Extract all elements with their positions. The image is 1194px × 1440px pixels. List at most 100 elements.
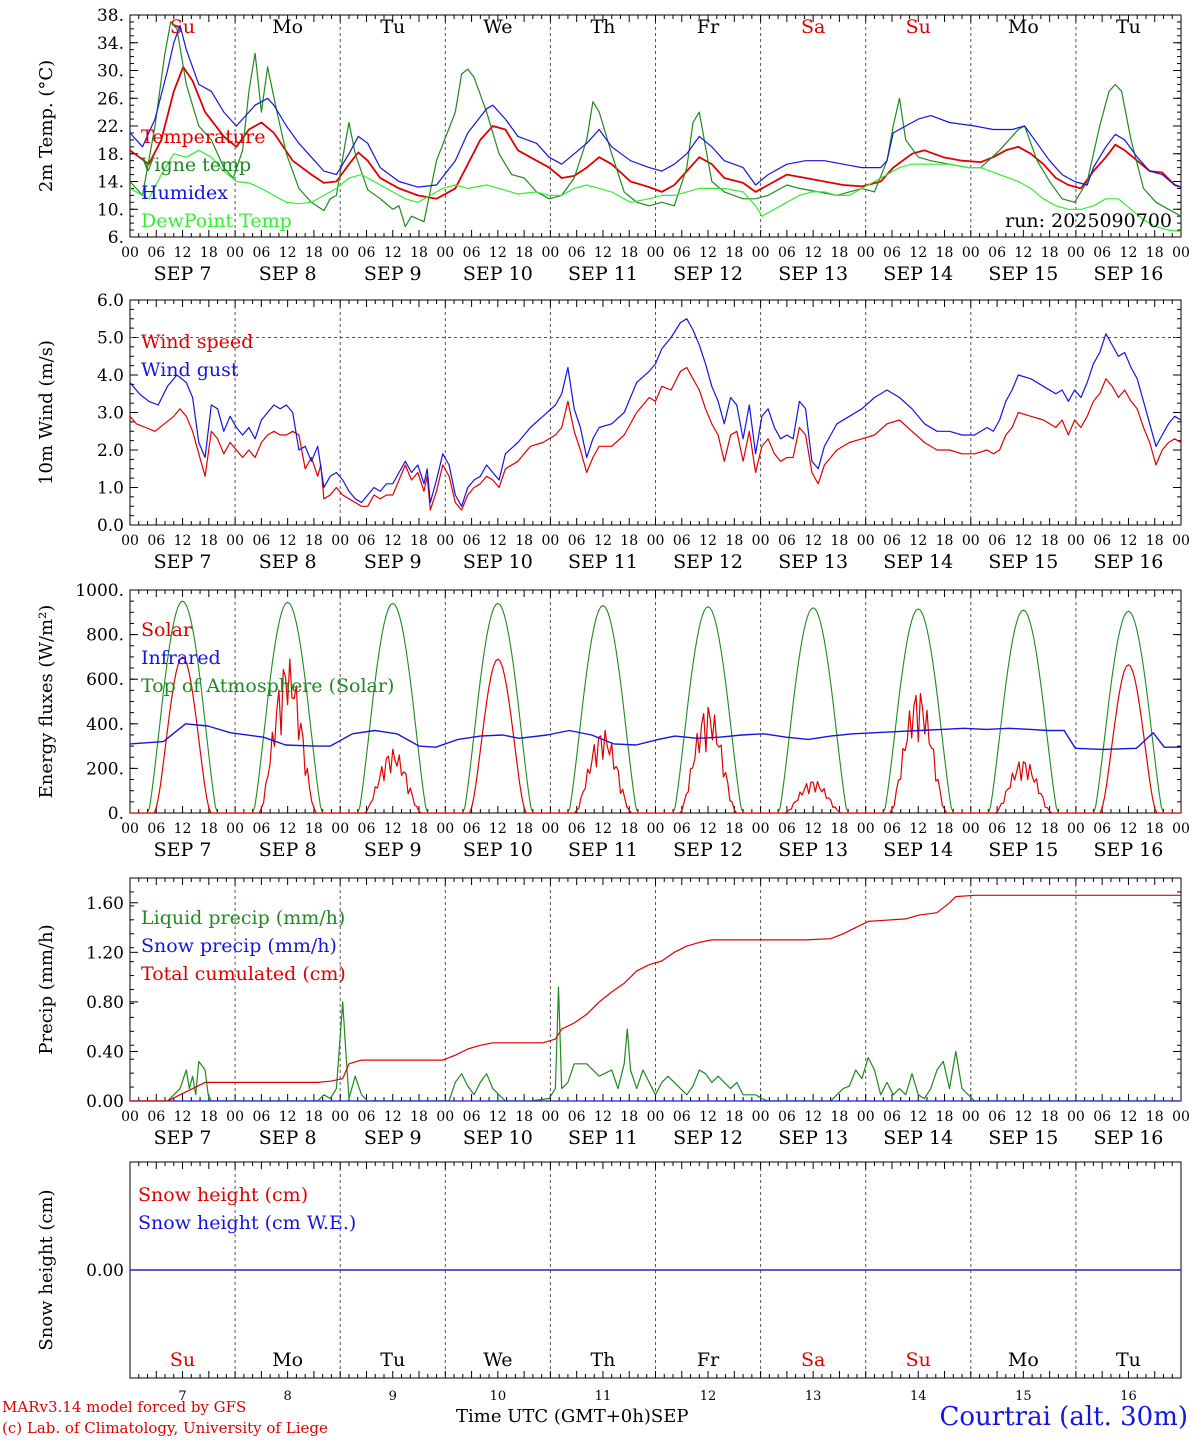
hour-label: 00 [121,533,139,549]
hour-label: 00 [857,1109,875,1125]
location-label: Courtrai (alt. 30m) [939,1402,1189,1432]
y-tick-label: 200. [86,759,124,779]
hour-label: 12 [699,821,717,837]
series-liquid-precip-mm-h- [130,986,1181,1101]
solar-line [970,761,1076,813]
infrared-line [130,723,1181,751]
hour-label: 12 [909,821,927,837]
hour-label: 00 [121,821,139,837]
date-label: SEP 10 [463,263,533,285]
series-humidex [130,24,1181,188]
weekday-label: Su [170,1349,195,1371]
hour-label: 06 [252,533,270,549]
legend-entry: Snow precip (mm/h) [141,935,337,957]
date-label: SEP 7 [154,839,212,861]
date-label: SEP 12 [673,1127,743,1149]
y-tick-label: 3.0 [97,404,124,424]
date-label: SEP 16 [1094,551,1164,573]
hour-label: 00 [436,245,454,261]
hour-label: 12 [804,1109,822,1125]
hour-label: 00 [226,245,244,261]
hour-label: 18 [1041,821,1059,837]
hour-label: 00 [1172,245,1190,261]
hour-label: 18 [831,1109,849,1125]
hour-label: 06 [988,533,1006,549]
hour-label: 18 [725,245,743,261]
hour-label: 00 [541,1109,559,1125]
hour-label: 12 [1014,821,1032,837]
hour-label: 18 [620,821,638,837]
hour-label: 06 [1093,533,1111,549]
series-group [130,894,1181,1101]
date-label: SEP 14 [883,839,953,861]
weekday-label: Th [590,1349,615,1371]
hour-label: 12 [804,821,822,837]
date-label: SEP 10 [463,551,533,573]
day-number-label: 16 [1120,1389,1137,1400]
legend-entry: Infrared [141,647,221,669]
hour-label: 00 [857,533,875,549]
day-number-label: 11 [595,1389,612,1400]
hour-label: 00 [331,245,349,261]
toa-solar-line [865,608,971,813]
hour-label: 12 [594,821,612,837]
hour-label: 00 [331,533,349,549]
hour-label: 18 [725,533,743,549]
series-wind-gust [130,318,1181,507]
hour-label: 06 [673,533,691,549]
hour-label: 18 [200,1109,218,1125]
hour-label: 06 [147,533,165,549]
date-label: SEP 11 [568,839,638,861]
solar-line [235,658,341,813]
hour-label: 12 [174,821,192,837]
hour-label: 12 [1120,1109,1138,1125]
legend-entry: Wind gust [141,359,239,381]
date-label: SEP 12 [673,839,743,861]
hour-label: 00 [962,245,980,261]
y-tick-label: 30. [97,62,124,82]
legend-entry: Snow height (cm) [138,1184,308,1206]
weekday-label: Mo [1008,16,1039,38]
hour-label: 12 [1014,533,1032,549]
y-tick-label: 34. [97,34,124,54]
hour-label: 12 [1014,245,1032,261]
hour-label: 06 [673,1109,691,1125]
hour-label: 12 [174,1109,192,1125]
hour-label: 12 [384,821,402,837]
date-label: SEP 8 [259,839,317,861]
series-temperature [130,66,1181,200]
hour-label: 18 [515,245,533,261]
hour-label: 06 [463,245,481,261]
hour-label: 18 [1041,1109,1059,1125]
hour-label: 12 [1014,1109,1032,1125]
hour-label: 18 [831,533,849,549]
series-dewpoint-temp [130,149,1181,232]
hour-label: 12 [699,1109,717,1125]
legend-entry: Vigne temp [140,154,251,176]
date-label: SEP 9 [364,551,422,573]
date-label: SEP 11 [568,551,638,573]
hour-label: 06 [883,533,901,549]
hour-label: 18 [936,1109,954,1125]
hour-label: 06 [252,245,270,261]
hour-label: 18 [936,533,954,549]
hour-label: 18 [305,245,323,261]
hour-label: 18 [620,245,638,261]
y-tick-label: 6.0 [97,291,124,311]
date-label: SEP 14 [883,551,953,573]
month-label: SEP [650,1406,689,1427]
weekday-label: Tu [380,16,405,38]
hour-label: 06 [463,821,481,837]
hour-label: 06 [463,533,481,549]
lab-credit: (c) Lab. of Climatology, University of L… [2,1419,328,1437]
hour-label: 12 [1120,245,1138,261]
hour-label: 12 [279,245,297,261]
date-label: SEP 14 [883,263,953,285]
hour-label: 00 [752,1109,770,1125]
hour-label: 18 [200,245,218,261]
hour-label: 18 [200,821,218,837]
hour-label: 18 [1146,1109,1164,1125]
hour-label: 00 [857,821,875,837]
y-tick-label: 5.0 [97,329,124,349]
